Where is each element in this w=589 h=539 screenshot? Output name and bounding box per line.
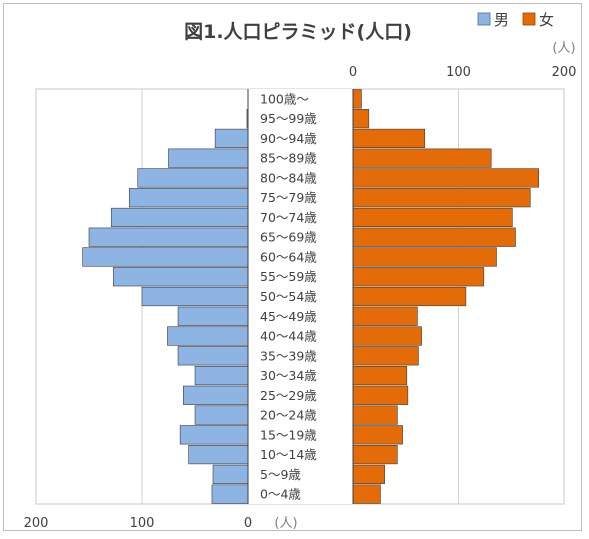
age-group-label: 45～49歳 [260, 309, 317, 324]
age-group-label: 75～79歳 [260, 190, 317, 205]
bar-male [82, 247, 249, 267]
bar-male [188, 445, 249, 465]
age-group-label: 10～14歳 [260, 447, 317, 462]
age-group-label: 55～59歳 [260, 269, 317, 284]
age-group-label: 40～44歳 [260, 329, 317, 344]
bar-male [88, 227, 249, 247]
bar-female [352, 148, 492, 168]
age-group-label: 80～84歳 [260, 170, 317, 185]
female-axis-unit: (人) [552, 41, 575, 56]
bar-male [141, 286, 249, 307]
bar-male [194, 405, 249, 425]
bars [82, 89, 539, 504]
female-axis-tick-label: 200 [552, 65, 577, 80]
age-group-label: 5～9歳 [260, 467, 301, 482]
age-group-label: 90～94歳 [260, 131, 317, 146]
bar-female [352, 425, 403, 445]
bar-female [352, 306, 418, 326]
chart-title: 図1.人口ピラミッド(人口) [184, 21, 412, 43]
age-label-band [248, 89, 353, 504]
bar-male [177, 306, 249, 326]
bar-female [352, 445, 398, 465]
bar-female [352, 89, 362, 109]
female-axis-tick-label: 0 [349, 65, 357, 80]
bar-female [352, 109, 370, 129]
bar-female [352, 286, 467, 307]
bar-male [179, 425, 249, 445]
legend-label-male: 男 [494, 11, 509, 29]
bar-male [137, 168, 249, 188]
bar-male [128, 188, 249, 208]
age-group-label: 50～54歳 [260, 289, 317, 304]
male-axis-tick-label: 200 [24, 516, 49, 531]
bar-female [352, 326, 422, 346]
bar-female [352, 168, 539, 188]
male-axis-unit: (人) [274, 516, 297, 531]
legend-swatch-male [477, 12, 491, 26]
bar-male [214, 128, 249, 148]
age-group-label: 95～99歳 [260, 111, 317, 126]
bar-male [183, 385, 249, 405]
female-axis-tick-label: 100 [446, 65, 471, 80]
age-labels: 100歳～ 95～99歳 90～94歳 85～89歳 80～84歳 75～79歳 70～74… [260, 91, 317, 501]
age-group-label: 85～89歳 [260, 151, 317, 166]
bar-male [113, 267, 249, 287]
bar-male [177, 346, 249, 366]
age-group-label: 15～19歳 [260, 427, 317, 442]
age-group-label: 25～29歳 [260, 388, 317, 403]
chart-frame [3, 3, 582, 531]
age-group-label: 35～39歳 [260, 348, 317, 363]
bar-female [352, 365, 408, 386]
bar-female [352, 267, 485, 287]
bar-male [168, 148, 249, 168]
bar-male [212, 464, 249, 484]
bar-female [352, 405, 398, 425]
bar-female [352, 207, 513, 228]
age-group-label: 60～64歳 [260, 249, 317, 264]
age-group-label: 30～34歳 [260, 368, 317, 383]
bar-female [352, 464, 385, 484]
axis-ticks: 200 100 0 0 100 200 [24, 65, 577, 531]
age-group-label: 70～74歳 [260, 210, 317, 225]
age-group-label: 20～24歳 [260, 408, 317, 423]
bar-female [352, 247, 497, 267]
legend-swatch-female [522, 12, 536, 26]
bar-female [352, 227, 516, 247]
bar-female [352, 188, 531, 208]
bar-male [211, 484, 249, 504]
legend-label-female: 女 [539, 11, 554, 29]
age-group-label: 65～69歳 [260, 230, 317, 245]
bar-female [352, 346, 419, 366]
bar-male [110, 207, 249, 228]
bar-female [352, 484, 381, 504]
bar-male [194, 365, 249, 386]
legend: 男 女 [477, 11, 554, 29]
age-group-label: 100歳～ [260, 91, 309, 106]
bar-male [167, 326, 249, 346]
male-axis-tick-label: 100 [130, 516, 155, 531]
bar-female [352, 128, 426, 148]
male-axis-tick-label: 0 [244, 516, 252, 531]
bar-female [352, 385, 409, 405]
age-group-label: 0～4歳 [260, 487, 301, 502]
